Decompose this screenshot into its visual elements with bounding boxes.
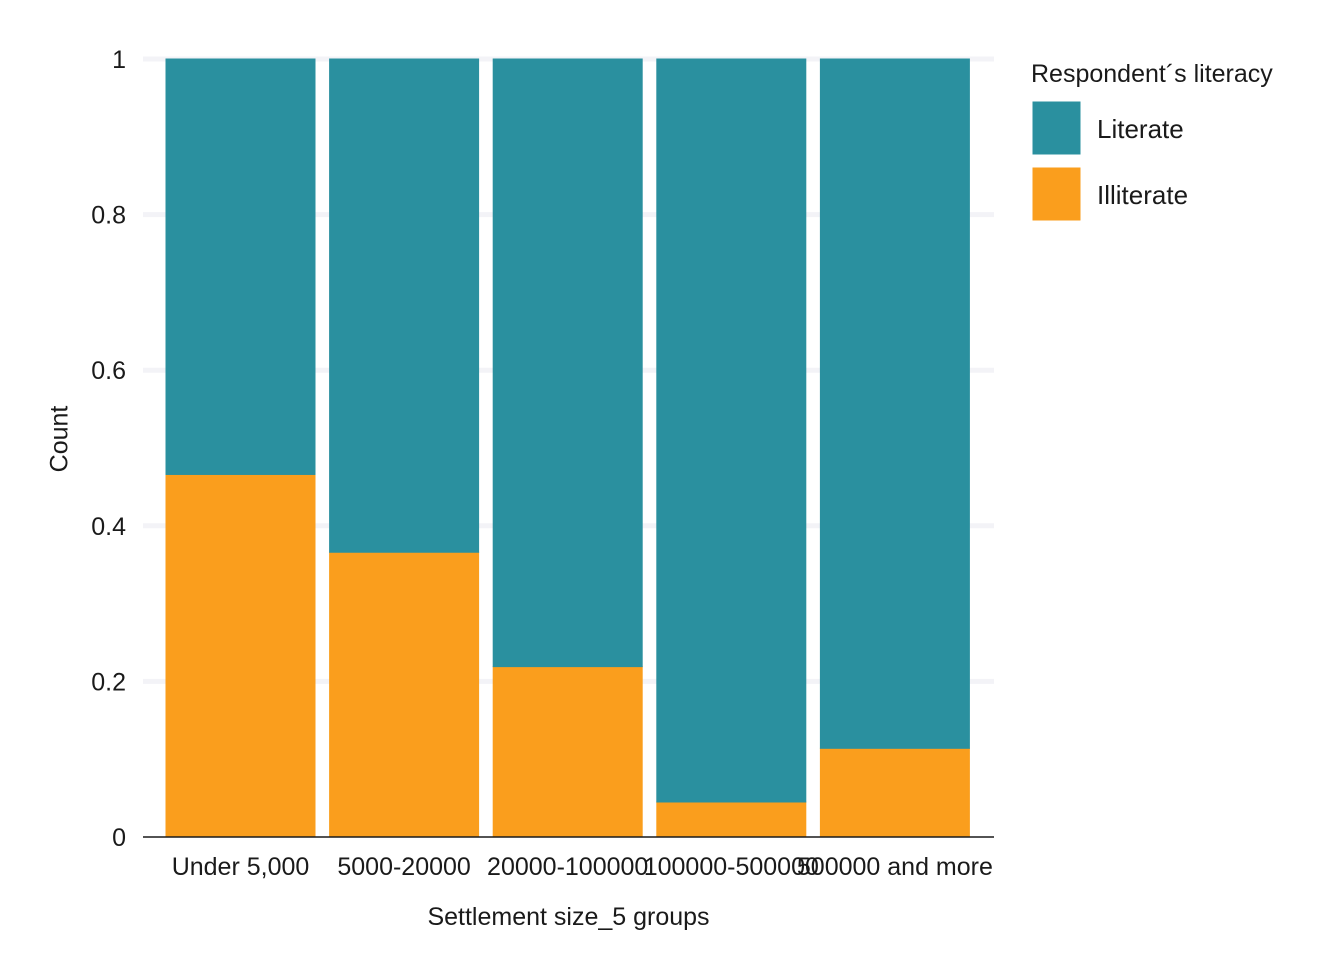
x-axis-title: Settlement size_5 groups (427, 903, 709, 931)
y-tick-label: 0.8 (91, 202, 126, 230)
y-tick-label: 1 (112, 46, 126, 74)
bar-illiterate-3 (492, 666, 643, 838)
x-tick-label: 20000-100000 (487, 853, 648, 881)
y-tick-label: 0.2 (91, 668, 126, 696)
bar-literate-4 (656, 58, 807, 803)
bar-literate-3 (492, 58, 643, 668)
bar-literate-5 (819, 58, 970, 749)
bar-illiterate-5 (819, 747, 970, 838)
bar-literate-1 (165, 58, 316, 475)
legend-swatch-literate (1032, 101, 1081, 155)
legend-label-literate: Literate (1097, 114, 1184, 144)
x-axis-ticks: Under 5,000 5000-20000 20000-100000100000-… (172, 853, 993, 881)
bar-illiterate-1 (165, 473, 316, 838)
legend-items: Literate Illiterate (1032, 101, 1188, 221)
legend-swatch-illiterate (1032, 167, 1081, 221)
y-tick-label: 0 (112, 824, 126, 852)
y-axis-title: Count (46, 406, 74, 473)
y-tick-label: 0.6 (91, 357, 126, 385)
bars-layer (165, 58, 970, 838)
bar-literate-2 (329, 58, 480, 553)
legend: Respondent´s literacy Literate Illiterate (1031, 60, 1273, 221)
y-tick-label: 0.4 (91, 513, 126, 541)
legend-title: Respondent´s literacy (1031, 60, 1273, 88)
x-tick-label: 100000-500000 (644, 853, 819, 881)
legend-label-illiterate: Illiterate (1097, 180, 1188, 210)
bar-illiterate-4 (656, 801, 807, 838)
x-tick-label: 5000-20000 (337, 853, 470, 881)
x-tick-label: Under 5,000 (172, 853, 310, 881)
bar-illiterate-2 (329, 551, 480, 838)
x-tick-label: 500000 and more (797, 853, 993, 881)
y-axis-ticks: 0 0.2 0.4 0.6 0.8 1 (91, 46, 126, 852)
